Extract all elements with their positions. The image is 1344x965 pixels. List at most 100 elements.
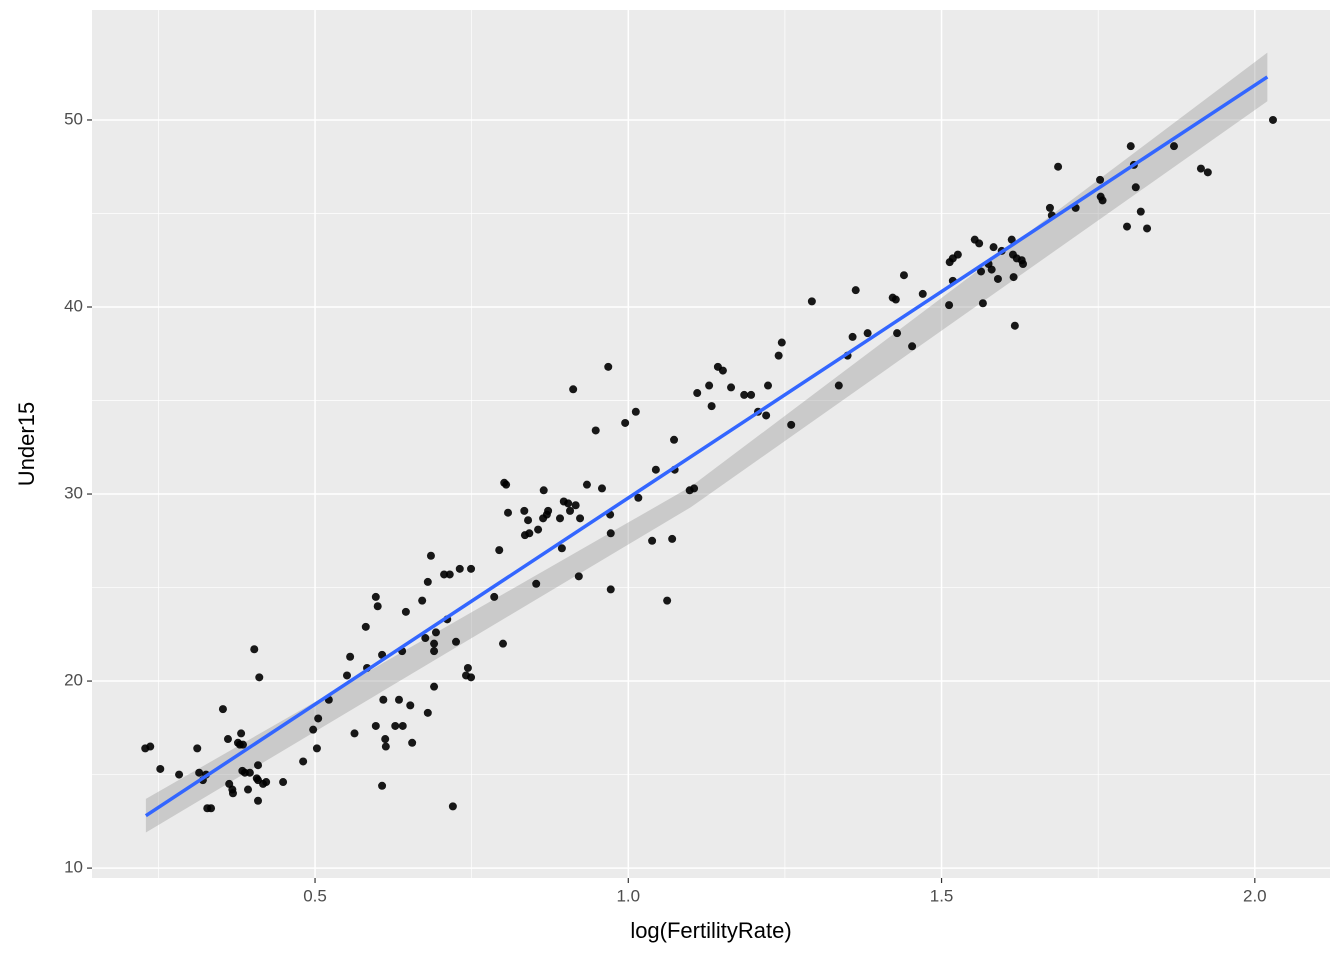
point [346, 652, 355, 661]
point [254, 761, 263, 770]
point [504, 508, 513, 517]
point [1054, 162, 1063, 171]
point [918, 289, 927, 298]
point [371, 592, 380, 601]
point [532, 579, 541, 588]
point [431, 628, 440, 637]
point [1009, 273, 1018, 282]
point [690, 484, 699, 493]
point [534, 525, 543, 534]
point [350, 729, 359, 738]
point [175, 770, 184, 779]
point [361, 622, 370, 631]
y-tick-label: 40 [64, 296, 83, 315]
marks [141, 52, 1277, 833]
point [544, 506, 553, 515]
point [631, 407, 640, 416]
point [945, 301, 954, 310]
point [556, 514, 565, 523]
point [238, 740, 247, 749]
point [989, 243, 998, 252]
point [851, 286, 860, 295]
point [740, 390, 749, 399]
point [408, 738, 417, 747]
point [707, 402, 716, 411]
point [727, 383, 736, 392]
point [379, 695, 388, 704]
point [1010, 321, 1019, 330]
point [566, 506, 575, 515]
point [394, 695, 403, 704]
point [597, 484, 606, 493]
point [406, 701, 415, 710]
point [255, 673, 264, 682]
point [557, 544, 566, 553]
point [670, 435, 679, 444]
point [430, 682, 439, 691]
point [975, 239, 984, 248]
point [764, 381, 773, 390]
x-tick-label: 0.5 [303, 886, 327, 905]
point [1126, 142, 1135, 151]
point [502, 480, 511, 489]
point [237, 729, 246, 738]
point [525, 529, 534, 538]
point [312, 744, 321, 753]
point [1096, 175, 1105, 184]
point [299, 757, 308, 766]
point [467, 564, 476, 573]
point [463, 663, 472, 672]
point [254, 796, 263, 805]
point [381, 742, 390, 751]
point [223, 735, 232, 744]
x-axis-title: log(FertilityRate) [630, 918, 791, 943]
y-axis-title: Under15 [14, 402, 39, 486]
point [648, 536, 657, 545]
point [421, 634, 430, 643]
point [993, 274, 1002, 283]
point [747, 390, 756, 399]
x-tick-label: 2.0 [1243, 886, 1267, 905]
point [718, 366, 727, 375]
point [1045, 203, 1054, 212]
point [571, 501, 580, 510]
point [1123, 222, 1132, 231]
point [863, 329, 872, 338]
x-tick-label: 1.5 [930, 886, 954, 905]
y-tick-label: 20 [64, 671, 83, 690]
point [228, 789, 237, 798]
confidence-band [145, 52, 1268, 833]
point [663, 596, 672, 605]
y-tick-label: 10 [64, 858, 83, 877]
point [606, 585, 615, 594]
point [430, 647, 439, 656]
point [1136, 207, 1145, 216]
point [762, 411, 771, 420]
point [539, 486, 548, 495]
point [371, 721, 380, 730]
point [448, 802, 457, 811]
point [1169, 142, 1178, 151]
point [591, 426, 600, 435]
point [250, 645, 259, 654]
point [218, 705, 227, 714]
point [398, 721, 407, 730]
y-tick-label: 50 [64, 109, 83, 128]
point [309, 725, 318, 734]
point [621, 418, 630, 427]
point [401, 607, 410, 616]
point [953, 250, 962, 259]
point [244, 785, 253, 794]
point [418, 596, 427, 605]
point [1019, 259, 1028, 268]
point [1131, 183, 1140, 192]
point [423, 577, 432, 586]
point [495, 546, 504, 555]
point [195, 768, 204, 777]
point [467, 673, 476, 682]
point [452, 637, 461, 646]
point [245, 768, 254, 777]
point [1268, 115, 1277, 124]
point [848, 332, 857, 341]
point [787, 420, 796, 429]
